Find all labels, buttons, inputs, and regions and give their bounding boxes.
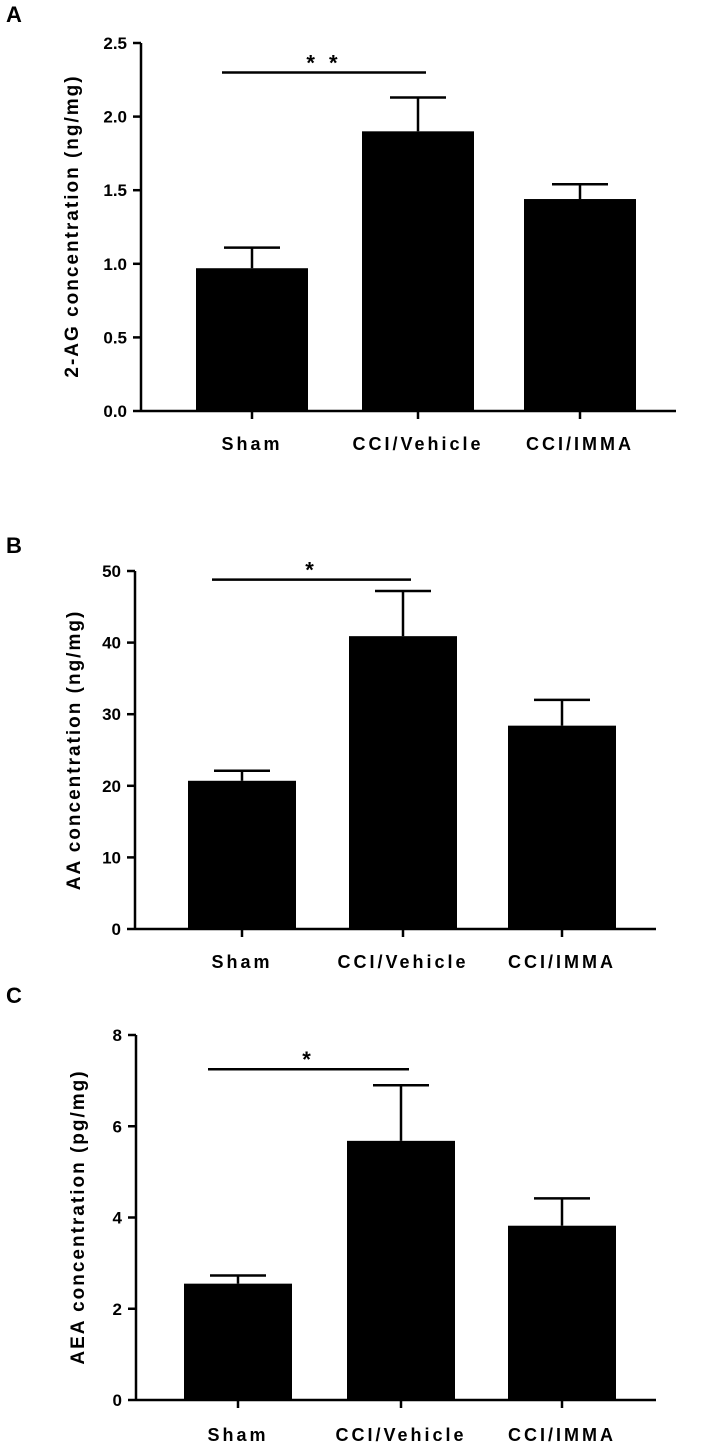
significance-label: * *: [306, 50, 341, 75]
panel-letter-c: C: [6, 983, 22, 1008]
bar-sham: [196, 268, 308, 411]
y-tick-label: 0.0: [103, 402, 127, 421]
y-tick-label: 1.0: [103, 255, 127, 274]
y-tick-label: 10: [102, 848, 121, 867]
y-tick-label: 2.0: [103, 108, 127, 127]
y-axis-title: 2-AG concentration (ng/mg): [62, 74, 83, 377]
bar-sham: [184, 1283, 292, 1400]
x-tick-label: CCI/IMMA: [526, 434, 634, 454]
significance-label: *: [302, 1047, 315, 1072]
bar-cci-vehicle: [349, 636, 457, 929]
panel-c: C 0 2 4 6 8 AEA concentration (pg/mg) Sham CCI/…: [6, 983, 656, 1445]
y-tick-label: 20: [102, 777, 121, 796]
x-tick-label: CCI/Vehicle: [337, 952, 468, 972]
y-tick-label: 0.5: [103, 328, 127, 347]
x-tick-label: Sham: [211, 952, 272, 972]
bar-cci-vehicle: [347, 1140, 455, 1400]
y-tick-label: 1.5: [103, 181, 127, 200]
x-tick-label: Sham: [207, 1425, 268, 1445]
panel-letter-b: B: [6, 533, 22, 558]
y-axis-title: AEA concentration (pg/mg): [68, 1069, 89, 1364]
bar-sham: [188, 780, 296, 929]
panel-a: A 0.0 0.5 1.0 1.5 2.0 2.5 2-AG concentration (…: [6, 2, 676, 454]
bar-cci-imma: [524, 199, 636, 411]
y-tick-label: 6: [113, 1117, 122, 1136]
y-axis-title: AA concentration (ng/mg): [64, 610, 85, 891]
bar-cci-imma: [508, 1225, 616, 1400]
bar-cci-vehicle: [362, 131, 474, 411]
x-tick-label: CCI/IMMA: [508, 1425, 616, 1445]
x-tick-label: Sham: [221, 434, 282, 454]
y-tick-label: 2.5: [103, 34, 127, 53]
y-tick-label: 30: [102, 705, 121, 724]
y-tick-label: 2: [113, 1300, 122, 1319]
y-tick-label: 40: [102, 634, 121, 653]
y-tick-label: 0: [112, 920, 121, 939]
panel-letter-a: A: [6, 2, 22, 27]
y-tick-label: 0: [113, 1391, 122, 1410]
x-tick-label: CCI/Vehicle: [352, 434, 483, 454]
x-tick-label: CCI/Vehicle: [335, 1425, 466, 1445]
bar-cci-imma: [508, 725, 616, 929]
y-tick-label: 4: [113, 1209, 123, 1228]
panel-b: B 0 10 20 30 40 50 AA concentration (ng/mg) Sha…: [6, 533, 656, 972]
y-tick-label: 50: [102, 562, 121, 581]
significance-label: *: [305, 558, 318, 583]
y-tick-label: 8: [113, 1026, 122, 1045]
x-tick-label: CCI/IMMA: [508, 952, 616, 972]
